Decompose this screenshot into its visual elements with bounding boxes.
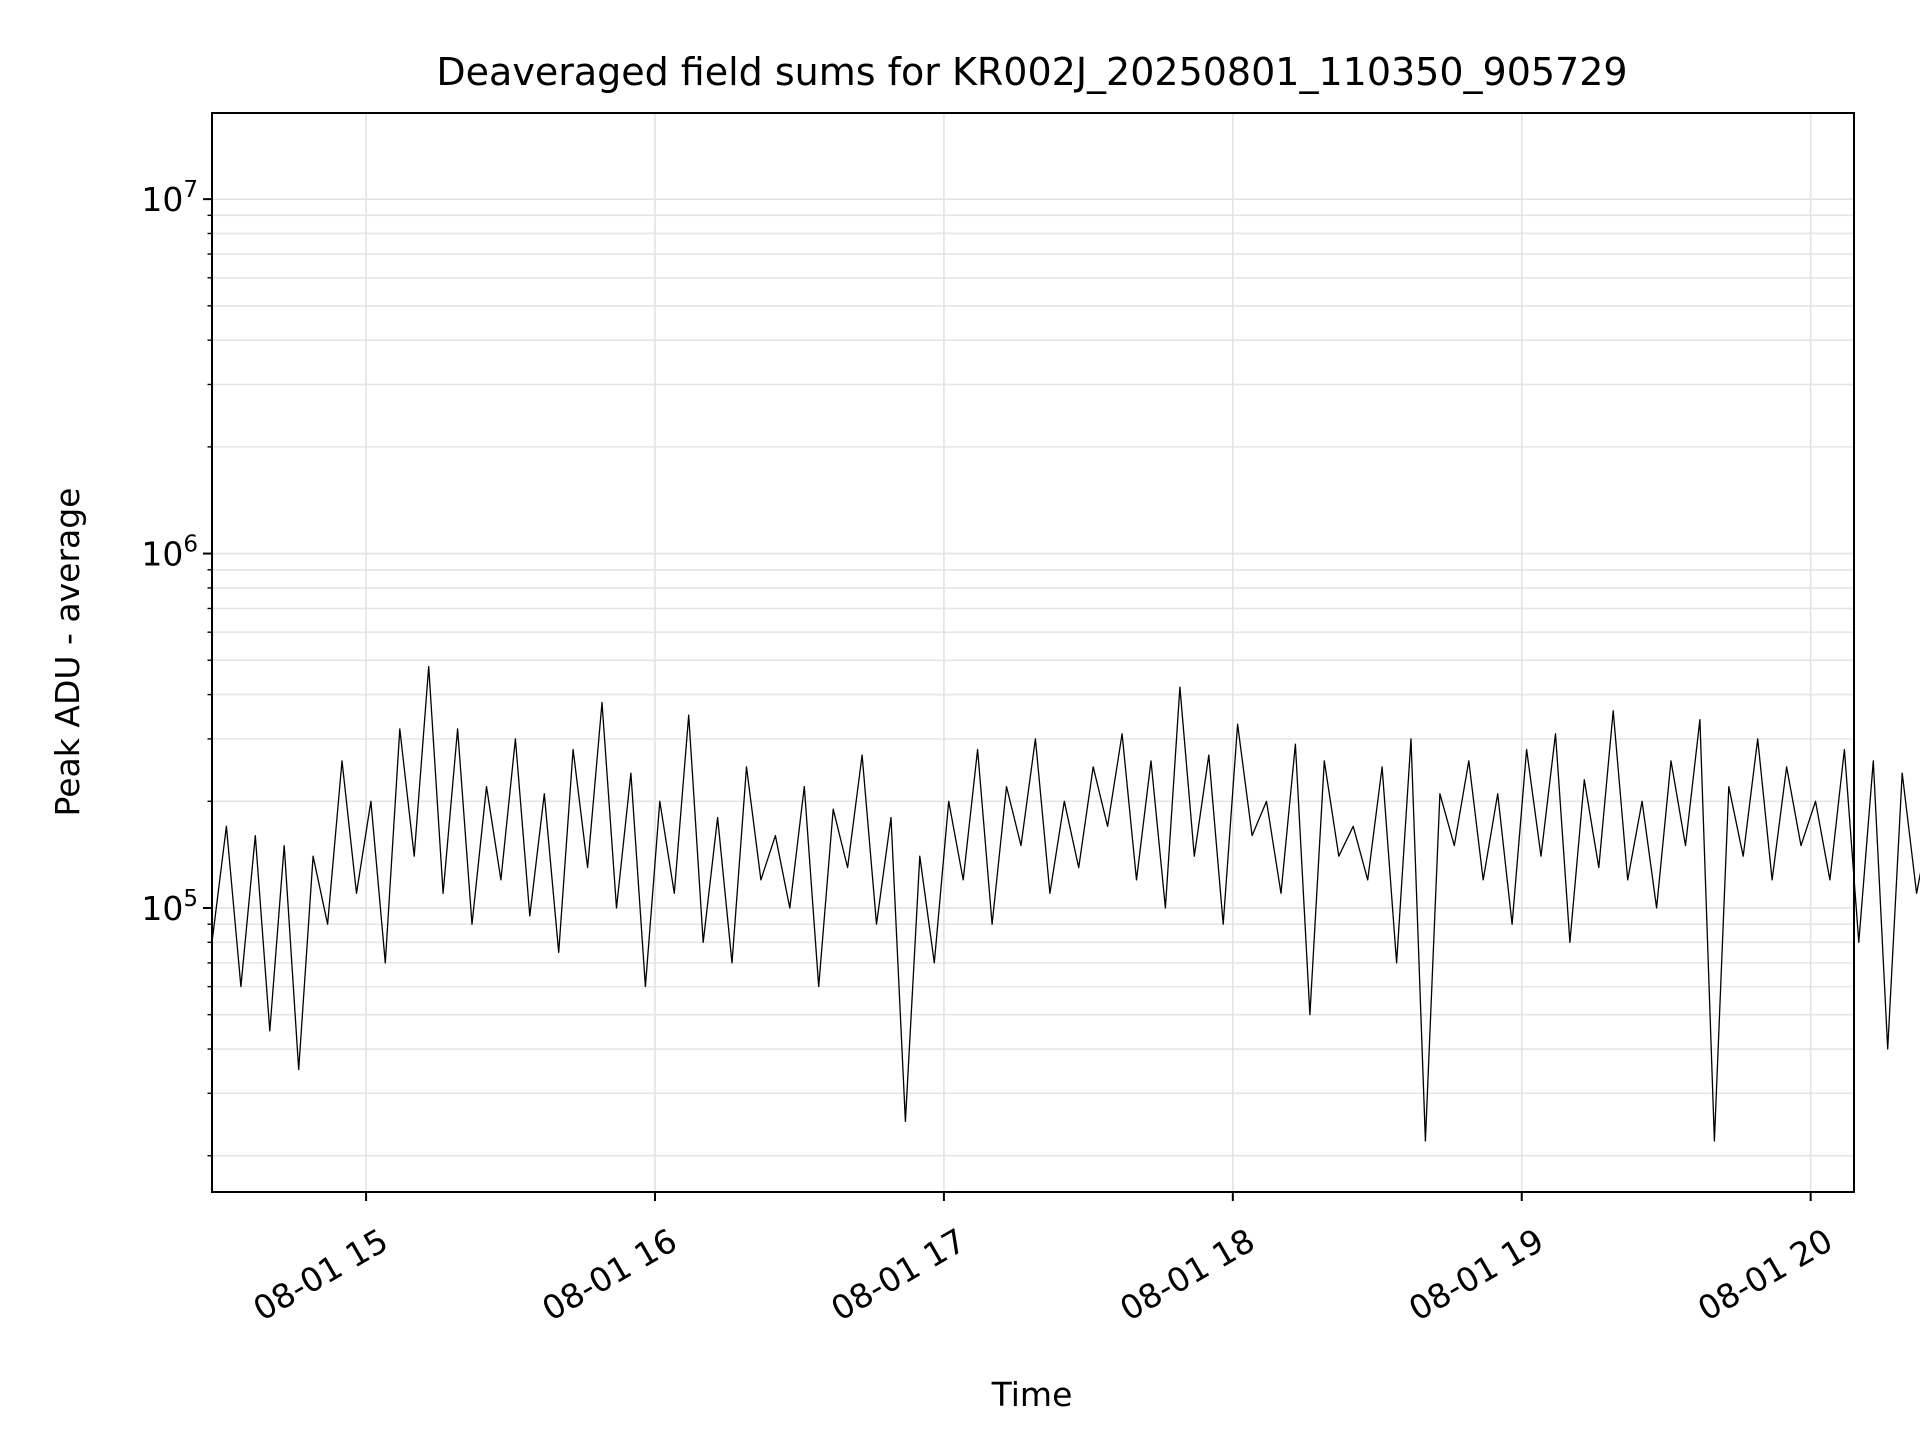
y-tick-label: 107 <box>141 177 198 219</box>
plot-frame <box>211 112 1855 1193</box>
chart-title: Deaveraged field sums for KR002J_2025080… <box>436 50 1627 94</box>
y-tick-label: 106 <box>141 532 198 574</box>
x-axis-label: Time <box>991 1375 1073 1414</box>
series-line <box>211 665 1920 1142</box>
grid <box>212 113 1854 1192</box>
y-tick-label: 105 <box>141 886 198 928</box>
y-axis-label: Peak ADU - average <box>48 488 87 817</box>
